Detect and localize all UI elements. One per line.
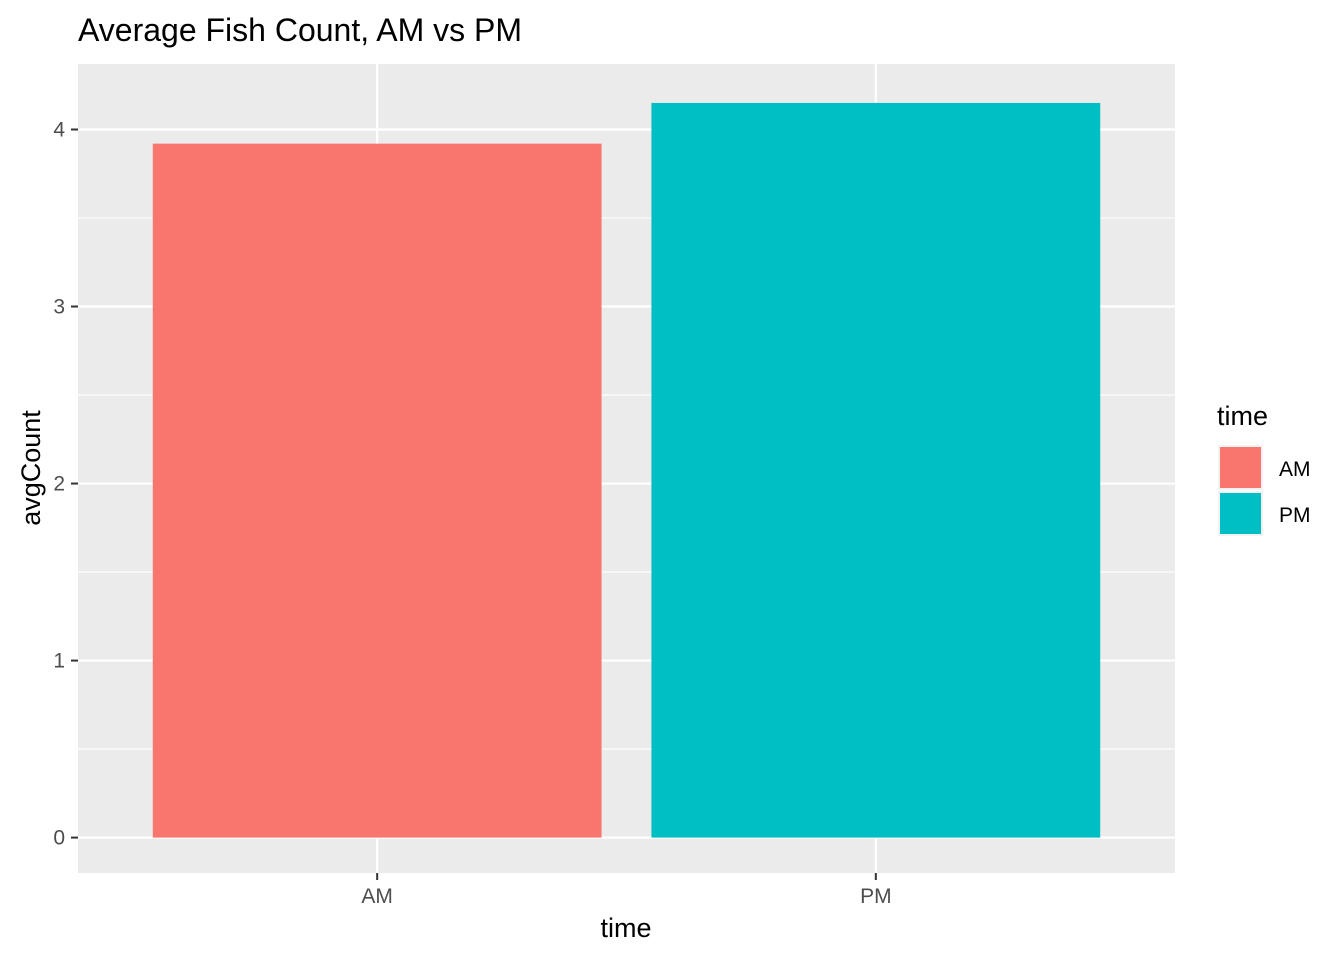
x-axis-label: time: [600, 913, 651, 943]
y-tick-label: 2: [53, 473, 65, 496]
bar-am: [152, 143, 602, 838]
legend-label: AM: [1279, 458, 1311, 481]
legend-items: AM PM: [1218, 445, 1311, 536]
y-tick-label: 1: [53, 650, 65, 673]
legend-swatch-pm: [1220, 493, 1261, 534]
chart-title: Average Fish Count, AM vs PM: [78, 12, 522, 48]
legend-label: PM: [1279, 504, 1311, 527]
legend-title: time: [1217, 401, 1268, 431]
x-tick-label: AM: [361, 885, 393, 908]
x-tick-label: PM: [860, 885, 892, 908]
y-axis: 0 1 2 3 4: [53, 118, 78, 850]
legend-swatch-am: [1220, 447, 1261, 488]
y-tick-label: 3: [53, 296, 65, 319]
y-axis-label: avgCount: [16, 410, 46, 526]
y-tick-label: 4: [53, 118, 65, 141]
bar-pm: [651, 102, 1101, 838]
y-tick-label: 0: [53, 827, 65, 850]
legend: time AM PM: [1217, 401, 1311, 536]
bars: [152, 102, 1101, 838]
x-axis: AM PM: [361, 873, 892, 908]
